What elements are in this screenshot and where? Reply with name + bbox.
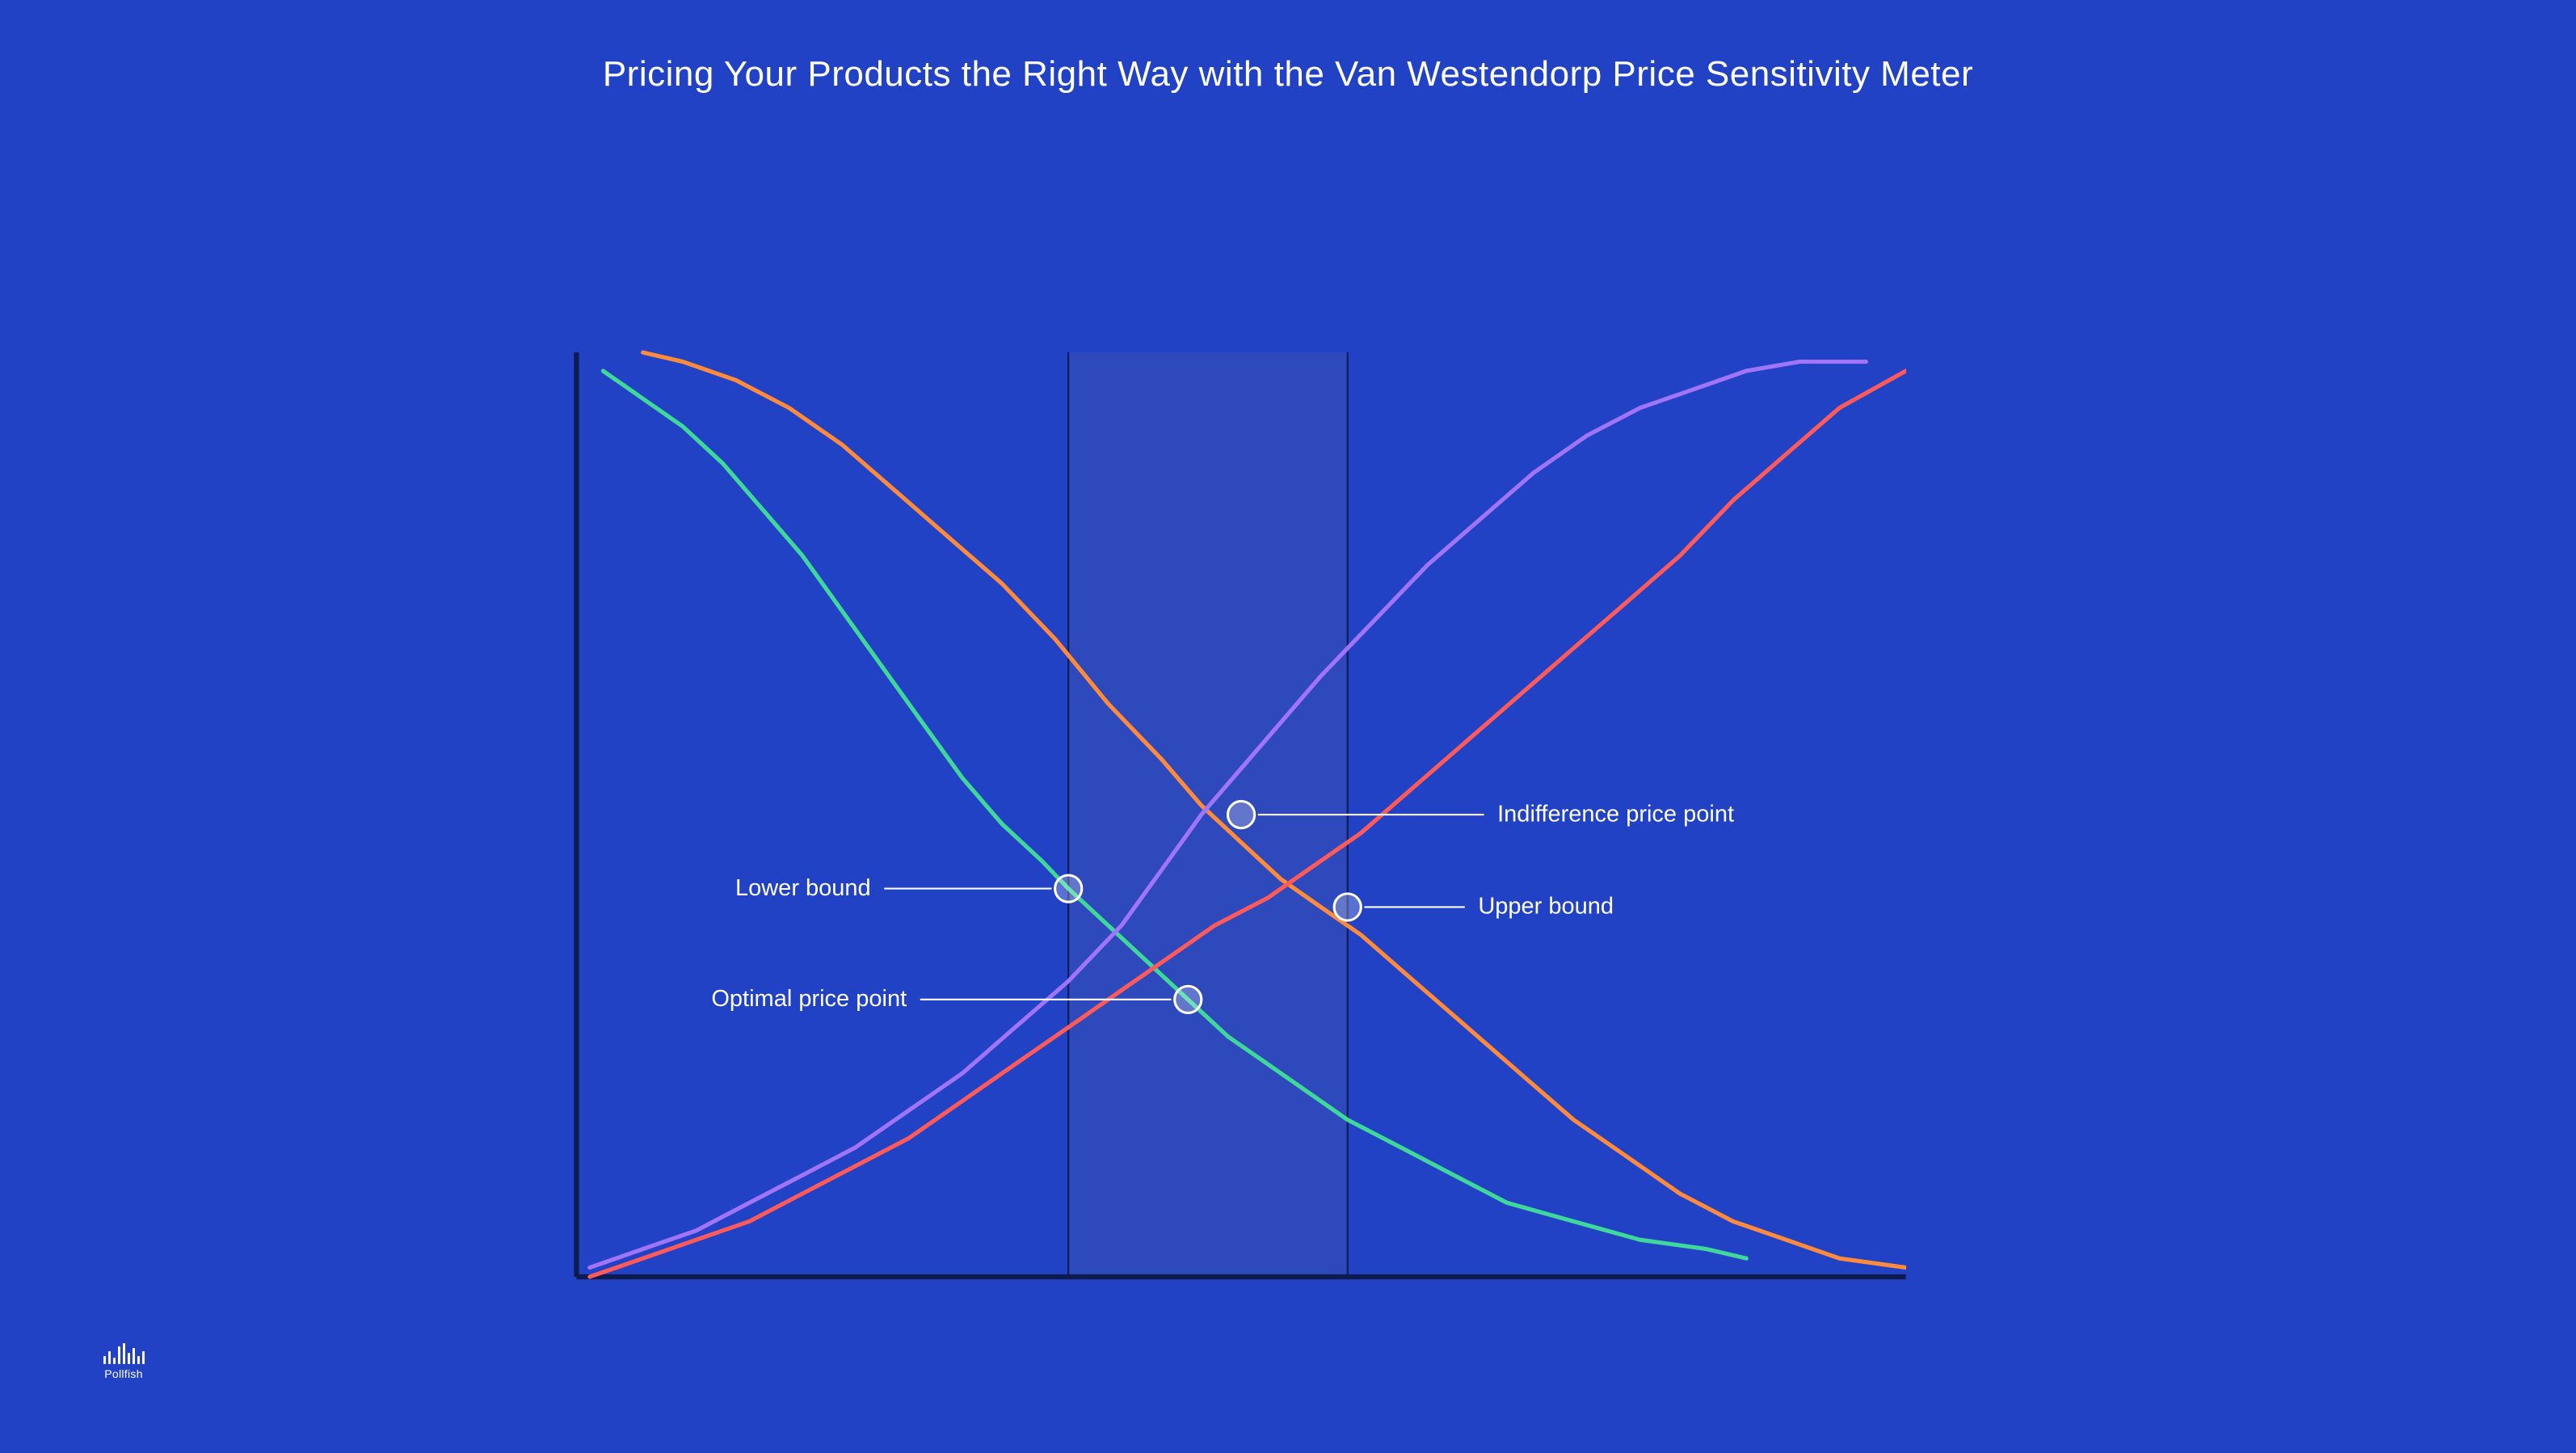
annotation-label-upper_bound: Upper bound (1479, 893, 1614, 919)
annotation-marker-optimal (1175, 986, 1202, 1013)
annotation-label-indifference: Indifference price point (1497, 801, 1734, 827)
annotation-marker-indifference (1228, 801, 1255, 828)
annotation-marker-upper_bound (1334, 893, 1361, 920)
van-westendorp-chart: Lower bound Optimal price point Indifferen… (566, 349, 1906, 1367)
logo-bars-icon (103, 1343, 145, 1364)
logo-text: Pollfish (103, 1367, 145, 1380)
annotation-label-lower_bound: Lower bound (735, 874, 871, 900)
annotation-marker-lower_bound (1055, 875, 1082, 902)
pollfish-logo: Pollfish (103, 1343, 145, 1380)
chart-svg: Lower bound Optimal price point Indifferen… (566, 349, 1906, 1287)
page-title: Pricing Your Products the Right Way with… (258, 51, 2318, 97)
annotation-label-optimal: Optimal price point (712, 986, 907, 1012)
